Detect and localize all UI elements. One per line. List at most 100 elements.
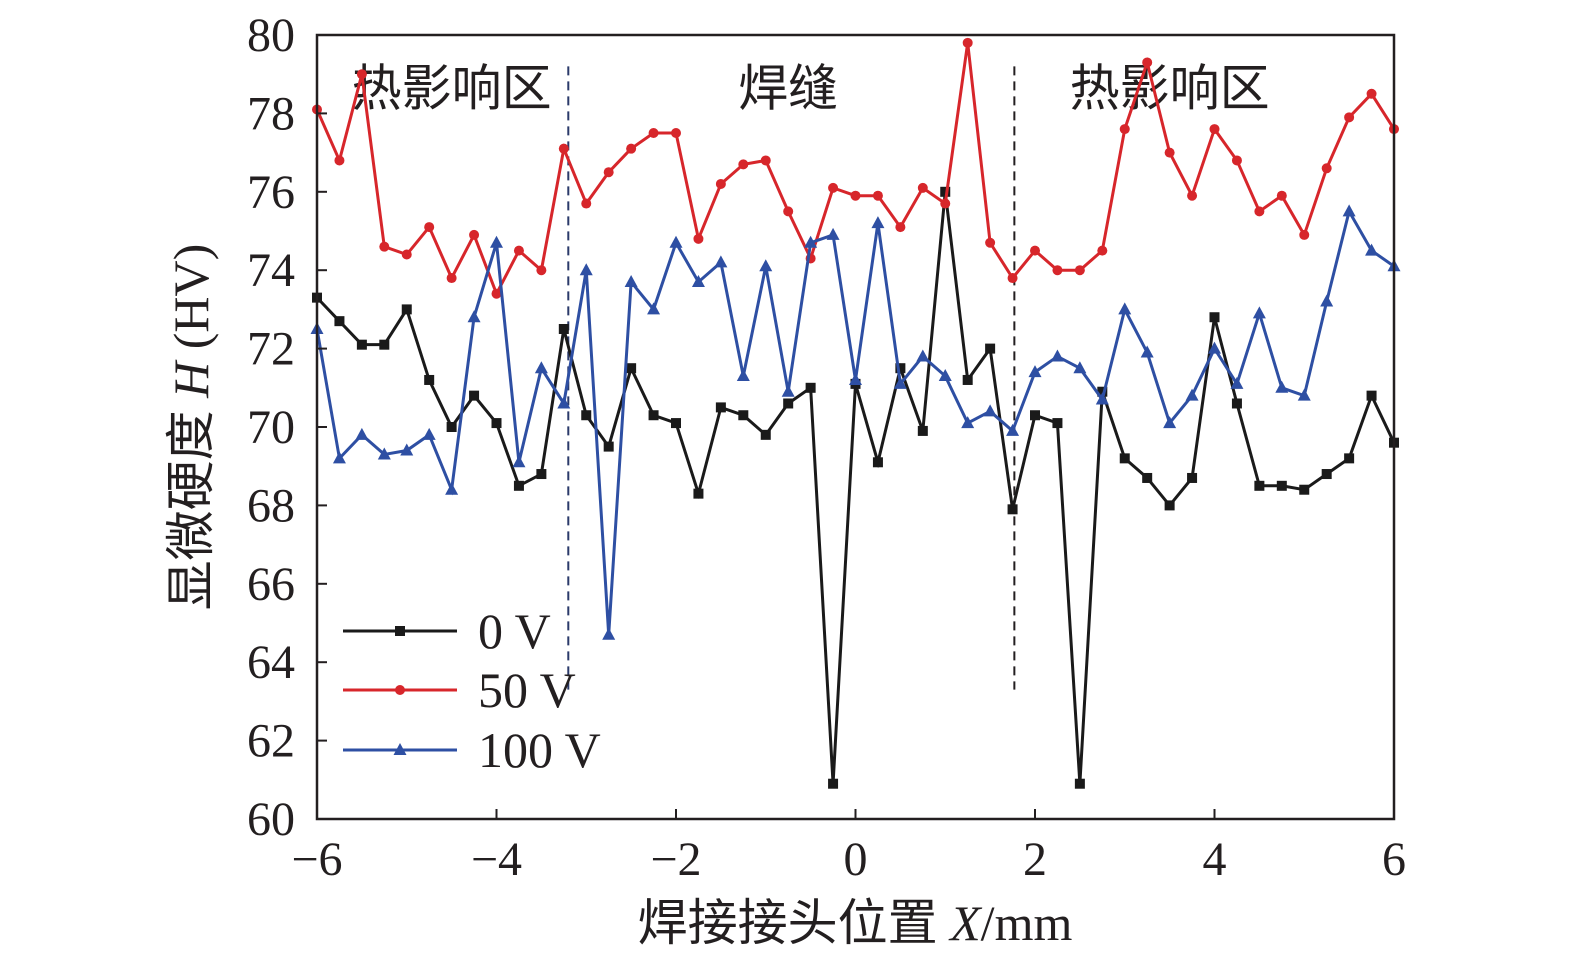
y-tick-label: 74 — [247, 244, 295, 297]
marker-circle — [1209, 124, 1220, 135]
marker-triangle — [1140, 345, 1154, 358]
x-tick-label: 2 — [1023, 833, 1047, 886]
marker-circle — [395, 685, 405, 695]
marker-triangle — [445, 482, 459, 495]
marker-circle — [558, 143, 569, 154]
marker-circle — [1254, 206, 1265, 217]
marker-circle — [1276, 190, 1287, 201]
x-tick-label: −4 — [471, 833, 522, 886]
marker-circle — [1097, 245, 1108, 256]
marker-triangle — [1050, 349, 1064, 362]
marker-triangle — [916, 349, 930, 362]
marker-circle — [872, 190, 883, 201]
marker-circle — [334, 155, 345, 166]
marker-square — [513, 480, 524, 491]
marker-triangle — [400, 443, 414, 456]
y-tick-label: 66 — [247, 558, 295, 611]
x-tick-label: 4 — [1203, 833, 1227, 886]
zone-label: 热影响区 — [352, 61, 552, 117]
marker-circle — [760, 155, 771, 166]
marker-triangle — [512, 455, 526, 468]
marker-circle — [1344, 112, 1355, 123]
marker-triangle — [332, 451, 346, 464]
x-tick-label: −6 — [291, 833, 342, 886]
marker-circle — [1007, 273, 1018, 284]
marker-circle — [985, 237, 996, 248]
marker-square — [401, 304, 412, 315]
marker-circle — [783, 206, 794, 217]
marker-triangle — [961, 416, 975, 429]
marker-square — [940, 186, 951, 197]
marker-circle — [850, 190, 861, 201]
marker-triangle — [893, 376, 907, 389]
marker-triangle — [1320, 294, 1334, 307]
marker-circle — [1164, 147, 1175, 158]
marker-square — [693, 488, 704, 499]
marker-square — [469, 390, 480, 401]
marker-triangle — [781, 384, 795, 397]
legend-entry: 100 V — [343, 722, 601, 778]
x-tick-label: 0 — [844, 833, 868, 886]
marker-square — [491, 418, 502, 429]
marker-square — [446, 422, 457, 432]
marker-triangle — [691, 274, 705, 287]
marker-triangle — [871, 216, 885, 229]
marker-triangle — [355, 427, 369, 440]
marker-square — [872, 457, 883, 468]
marker-triangle — [1365, 243, 1379, 256]
marker-circle — [895, 222, 906, 233]
marker-circle — [1187, 190, 1198, 201]
marker-triangle — [983, 404, 997, 417]
marker-circle — [513, 245, 524, 256]
marker-square — [715, 402, 726, 413]
marker-square — [671, 418, 681, 429]
marker-circle — [536, 265, 547, 276]
marker-square — [985, 343, 996, 354]
marker-square — [1097, 386, 1108, 397]
y-tick-label: 80 — [247, 9, 295, 62]
marker-circle — [379, 241, 390, 252]
marker-square — [1231, 398, 1242, 409]
marker-square — [917, 425, 928, 436]
marker-triangle — [557, 396, 571, 409]
marker-triangle — [1185, 388, 1199, 401]
series-50v — [312, 37, 1399, 299]
marker-circle — [940, 198, 951, 209]
marker-triangle — [624, 274, 638, 287]
marker-circle — [469, 229, 480, 240]
marker-triangle — [1163, 416, 1177, 429]
marker-square — [1074, 778, 1085, 789]
marker-circle — [603, 167, 614, 178]
marker-square — [1344, 453, 1355, 464]
marker-circle — [962, 37, 973, 48]
marker-square — [1052, 418, 1063, 429]
marker-square — [1366, 390, 1377, 401]
marker-square — [805, 382, 816, 393]
marker-square — [1276, 480, 1287, 491]
y-tick-label: 68 — [247, 479, 295, 532]
marker-triangle — [1095, 392, 1109, 405]
marker-square — [783, 398, 794, 409]
legend-entry: 0 V — [343, 603, 551, 659]
marker-triangle — [467, 310, 481, 323]
marker-triangle — [422, 427, 436, 440]
x-axis-label: 焊接接头位置 X/mm — [638, 895, 1073, 951]
marker-triangle — [1208, 341, 1221, 354]
marker-square — [760, 429, 771, 440]
marker-circle — [715, 178, 726, 189]
marker-square — [962, 374, 973, 385]
marker-circle — [917, 182, 928, 193]
marker-circle — [693, 233, 704, 244]
series-100v — [310, 204, 1401, 640]
marker-triangle — [534, 361, 548, 374]
y-tick-label: 64 — [247, 636, 295, 689]
zone-label: 热影响区 — [1070, 61, 1270, 117]
marker-triangle — [804, 235, 818, 248]
marker-circle — [401, 249, 412, 260]
marker-circle — [1366, 88, 1377, 99]
x-tick-label: 6 — [1382, 833, 1406, 886]
marker-triangle — [490, 235, 503, 248]
marker-circle — [1074, 265, 1085, 276]
marker-square — [603, 441, 614, 452]
